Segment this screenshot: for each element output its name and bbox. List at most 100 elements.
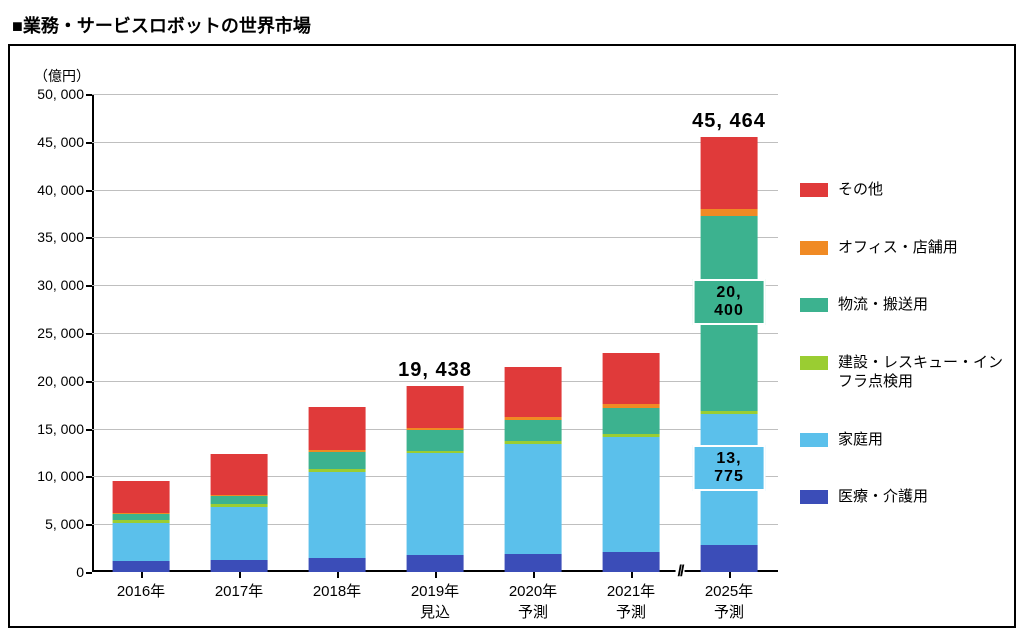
y-tick-label: 40, 000 bbox=[37, 182, 84, 198]
bar-segment-home bbox=[113, 523, 170, 561]
bar-segment-home bbox=[603, 437, 660, 552]
legend-swatch bbox=[800, 183, 828, 197]
y-tick-label: 15, 000 bbox=[37, 421, 84, 437]
y-tick-mark bbox=[86, 572, 92, 574]
x-tick-mark bbox=[435, 572, 437, 578]
chart-frame: （億円） 0 5, 000 10, 000 15, 000 20, 000 25, 000… bbox=[8, 44, 1016, 628]
bar-segment-other bbox=[505, 367, 562, 417]
bar-segment-office bbox=[309, 450, 366, 452]
bar-segment-medical bbox=[211, 560, 268, 572]
bar-slot: 2017年 bbox=[190, 94, 288, 572]
x-tick-label: 2020年予測 bbox=[509, 580, 557, 622]
bar-segment-other bbox=[309, 407, 366, 450]
bar-segment-other bbox=[113, 481, 170, 513]
legend-item: その他 bbox=[800, 180, 1008, 200]
y-tick-label: 45, 000 bbox=[37, 134, 84, 150]
legend-item: オフィス・店舗用 bbox=[800, 238, 1008, 258]
x-tick-mark bbox=[533, 572, 535, 578]
bar-segment-logistics bbox=[211, 496, 268, 505]
segment-callout: 20, 400 bbox=[693, 279, 766, 325]
bar-segment-home bbox=[211, 507, 268, 560]
bar-segment-medical bbox=[505, 554, 562, 572]
y-tick-label: 35, 000 bbox=[37, 229, 84, 245]
legend-label: 家庭用 bbox=[838, 430, 1008, 450]
y-tick-label: 10, 000 bbox=[37, 468, 84, 484]
legend-swatch bbox=[800, 298, 828, 312]
legend-label: 医療・介護用 bbox=[838, 487, 1008, 507]
bar-segment-other bbox=[407, 386, 464, 427]
y-axis-title: （億円） bbox=[34, 66, 90, 86]
bar-segment-medical bbox=[113, 561, 170, 572]
bar-total-label: 19, 438 bbox=[398, 359, 472, 382]
bar-segment-other bbox=[603, 353, 660, 404]
legend-swatch bbox=[800, 241, 828, 255]
x-tick-label: 2018年 bbox=[313, 580, 361, 601]
y-tick-label: 50, 000 bbox=[37, 86, 84, 102]
x-tick-label: 2016年 bbox=[117, 580, 165, 601]
page-title: ■業務・サービスロボットの世界市場 bbox=[0, 0, 1024, 44]
x-tick-label: 2017年 bbox=[215, 580, 263, 601]
bar-total-label: 45, 464 bbox=[692, 110, 766, 133]
bar-segment-construct bbox=[113, 520, 170, 523]
y-tick-label: 5, 000 bbox=[45, 516, 84, 532]
bar-segment-construct bbox=[505, 441, 562, 444]
bar-segment-construct bbox=[309, 469, 366, 472]
legend-swatch bbox=[800, 490, 828, 504]
bar-stack bbox=[603, 353, 660, 572]
y-tick-label: 20, 000 bbox=[37, 373, 84, 389]
legend-item: 建設・レスキュー・インフラ点検用 bbox=[800, 353, 1008, 392]
legend-label: 物流・搬送用 bbox=[838, 295, 1008, 315]
bar-segment-office bbox=[113, 513, 170, 514]
bar-segment-office bbox=[603, 404, 660, 408]
legend-label: 建設・レスキュー・インフラ点検用 bbox=[838, 353, 1008, 392]
y-tick-label: 25, 000 bbox=[37, 325, 84, 341]
bar-segment-other bbox=[701, 137, 758, 209]
y-tick-label: 0 bbox=[76, 564, 84, 580]
bar-slot: 2020年予測 bbox=[484, 94, 582, 572]
y-tick-label: 30, 000 bbox=[37, 277, 84, 293]
x-tick-label: 2019年見込 bbox=[411, 580, 459, 622]
x-tick-label: 2025年予測 bbox=[705, 580, 753, 622]
bar-stack: 45, 464 bbox=[701, 137, 758, 572]
legend-swatch bbox=[800, 433, 828, 447]
bar-segment-home bbox=[407, 453, 464, 555]
bar-segment-construct bbox=[211, 504, 268, 507]
axis-break: // bbox=[676, 563, 685, 581]
bar-stack bbox=[211, 454, 268, 572]
x-tick-mark bbox=[239, 572, 241, 578]
legend: その他オフィス・店舗用物流・搬送用建設・レスキュー・インフラ点検用家庭用医療・介… bbox=[800, 180, 1008, 545]
bar-stack: 19, 438 bbox=[407, 386, 464, 572]
legend-item: 医療・介護用 bbox=[800, 487, 1008, 507]
bar-segment-office bbox=[701, 209, 758, 216]
bar-segment-home bbox=[505, 444, 562, 554]
bar-segment-medical bbox=[603, 552, 660, 572]
bar-slot: 2021年予測 bbox=[582, 94, 680, 572]
bar-slot: 2019年見込19, 438 bbox=[386, 94, 484, 572]
bar-segment-medical bbox=[701, 545, 758, 572]
bar-stack bbox=[505, 367, 562, 572]
legend-label: オフィス・店舗用 bbox=[838, 238, 1008, 258]
x-tick-label: 2021年予測 bbox=[607, 580, 655, 622]
bar-segment-construct bbox=[407, 451, 464, 453]
bar-slot: 2016年 bbox=[92, 94, 190, 572]
bar-slot: 2018年 bbox=[288, 94, 386, 572]
bar-segment-office bbox=[407, 428, 464, 430]
bar-segment-logistics bbox=[407, 430, 464, 451]
segment-callout: 13, 775 bbox=[693, 445, 766, 491]
bar-segment-logistics bbox=[309, 452, 366, 469]
bar-segment-home bbox=[309, 472, 366, 558]
bar-stack bbox=[309, 407, 366, 572]
bar-segment-construct bbox=[603, 434, 660, 437]
bar-segment-construct bbox=[701, 411, 758, 414]
bar-segment-medical bbox=[309, 558, 366, 572]
x-tick-mark bbox=[631, 572, 633, 578]
bar-stack bbox=[113, 481, 170, 572]
x-tick-mark bbox=[337, 572, 339, 578]
bar-segment-office bbox=[505, 417, 562, 420]
bar-segment-logistics bbox=[505, 420, 562, 441]
bar-segment-office bbox=[211, 495, 268, 496]
legend-item: 物流・搬送用 bbox=[800, 295, 1008, 315]
bar-segment-other bbox=[211, 454, 268, 494]
bar-segment-logistics bbox=[603, 408, 660, 435]
x-tick-mark bbox=[141, 572, 143, 578]
